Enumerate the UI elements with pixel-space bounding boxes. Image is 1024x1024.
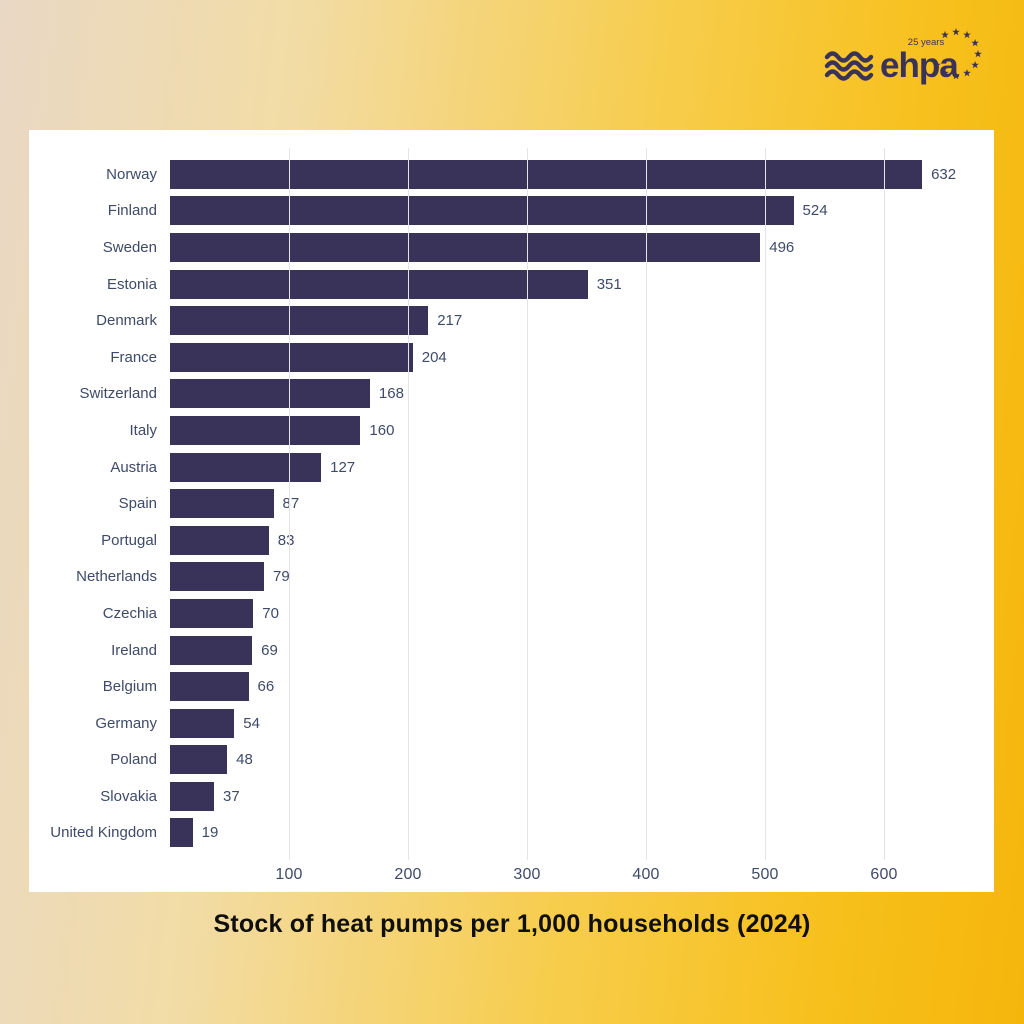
bar-row: Austria 127 (29, 449, 994, 486)
logo-badge-text: 25 years (908, 37, 945, 48)
category-label: Austria (110, 458, 157, 476)
bar (170, 379, 370, 409)
category-label: France (110, 348, 157, 366)
category-label: Belgium (102, 678, 157, 696)
bar (170, 452, 322, 482)
grid-line (289, 148, 290, 860)
bar-row: Sweden 496 (29, 229, 994, 266)
value-label: 632 (931, 165, 957, 183)
ehpa-logo: ehpa 25 years (824, 28, 982, 85)
category-label: Norway (106, 165, 157, 183)
bar-row: Finland 524 (29, 193, 994, 230)
value-label: 54 (243, 714, 260, 732)
bar (170, 196, 794, 226)
category-label: Finland (107, 202, 157, 220)
category-label: Poland (110, 751, 157, 769)
category-label: Spain (118, 495, 157, 513)
bar (170, 598, 254, 628)
x-tick-label: 100 (275, 866, 303, 883)
x-tick-label: 600 (870, 866, 898, 883)
category-label: United Kingdom (50, 824, 157, 842)
bar-row: Switzerland 168 (29, 376, 994, 413)
bar (170, 745, 228, 775)
category-label: Netherlands (76, 568, 157, 586)
category-label: Ireland (111, 641, 157, 659)
bar (170, 672, 249, 702)
category-label: Czechia (102, 604, 157, 622)
bar-rows: Norway 632 Finland 524 Sweden 496 Estonia 351 De… (29, 156, 994, 851)
value-label: 496 (769, 238, 795, 256)
category-label: Sweden (102, 238, 157, 256)
grid-line (527, 148, 528, 860)
bar-row: Germany 54 (29, 705, 994, 742)
value-label: 160 (369, 421, 395, 439)
plot-area: Norway 632 Finland 524 Sweden 496 Estonia 351 De… (29, 130, 994, 892)
chart-panel: Norway 632 Finland 524 Sweden 496 Estonia 351 De… (29, 130, 994, 892)
value-label: 66 (257, 678, 275, 696)
bar (170, 489, 274, 519)
bar-row: Poland 48 (29, 742, 994, 779)
value-label: 351 (596, 275, 622, 293)
bar (170, 232, 761, 262)
category-label: Switzerland (79, 385, 157, 403)
value-label: 87 (282, 495, 300, 513)
value-label: 69 (261, 641, 278, 659)
bar-row: Ireland 69 (29, 632, 994, 669)
category-label: Slovakia (100, 787, 157, 805)
value-label: 204 (421, 348, 447, 366)
bar (170, 525, 269, 555)
value-label: 83 (277, 531, 295, 549)
bar-row: Netherlands 79 (29, 559, 994, 596)
bar-row: Czechia 70 (29, 595, 994, 632)
x-tick-label: 300 (513, 866, 541, 883)
grid-line (884, 148, 885, 860)
bar-row: Portugal 83 (29, 522, 994, 559)
bar-row: Belgium 66 (29, 668, 994, 705)
x-tick-label: 200 (394, 866, 422, 883)
bar (170, 818, 193, 848)
value-label: 79 (273, 568, 290, 586)
value-label: 37 (223, 787, 240, 805)
category-label: Germany (95, 714, 157, 732)
value-label: 217 (437, 312, 463, 330)
value-label: 19 (201, 824, 219, 842)
category-label: Portugal (101, 531, 157, 549)
grid-line (408, 148, 409, 860)
category-label: Denmark (96, 312, 157, 330)
value-label: 168 (378, 385, 404, 403)
value-label: 70 (262, 604, 279, 622)
bar-row: Slovakia 37 (29, 778, 994, 815)
x-tick-label: 500 (751, 866, 779, 883)
grid-line (646, 148, 647, 860)
bar-row: Norway 632 (29, 156, 994, 193)
value-label: 48 (236, 751, 253, 769)
bar-row: Spain 87 (29, 485, 994, 522)
bar (170, 635, 253, 665)
chart-title: Stock of heat pumps per 1,000 households… (213, 910, 811, 938)
bar (170, 562, 264, 592)
logo-brand-text: ehpa (880, 46, 959, 85)
bar (170, 781, 215, 811)
bar (170, 269, 588, 299)
waves-icon (824, 51, 874, 81)
bar-row: Denmark 217 (29, 302, 994, 339)
grid-line (765, 148, 766, 860)
bar (170, 342, 413, 372)
bar (170, 159, 923, 189)
bar (170, 306, 429, 336)
x-tick-label: 400 (632, 866, 660, 883)
bar-row: United Kingdom 19 (29, 815, 994, 852)
bar-row: France 204 (29, 339, 994, 376)
stars-icon (933, 28, 982, 80)
bar-row: Italy 160 (29, 412, 994, 449)
bar (170, 708, 235, 738)
value-label: 524 (802, 202, 828, 220)
category-label: Estonia (106, 275, 157, 293)
bar-row: Estonia 351 (29, 266, 994, 303)
category-label: Italy (129, 421, 157, 439)
bar (170, 415, 361, 445)
value-label: 127 (330, 458, 356, 476)
